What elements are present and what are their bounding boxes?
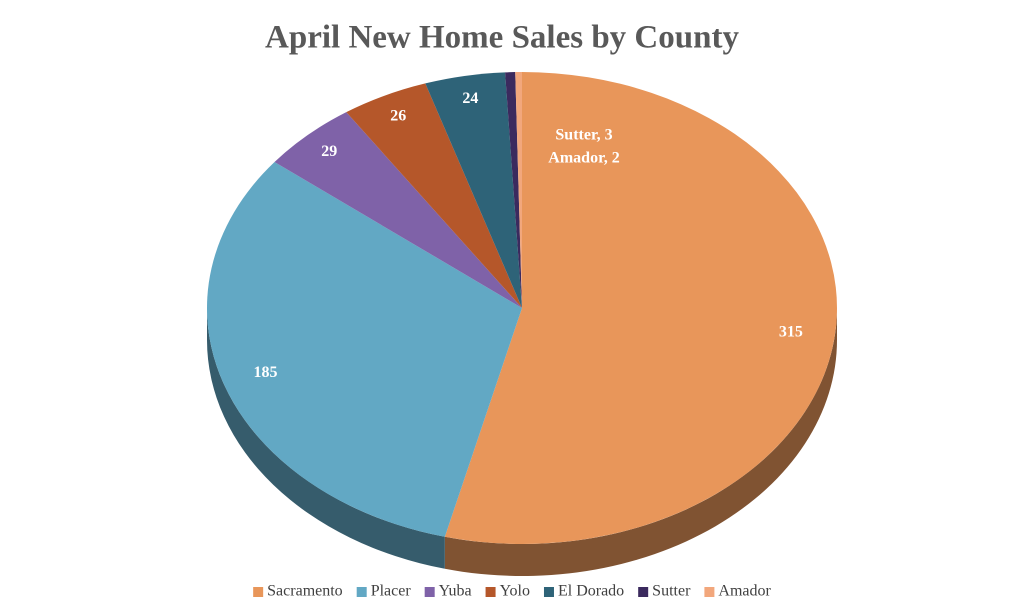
value-label: 315	[779, 324, 803, 341]
legend-label: El Dorado	[558, 583, 624, 600]
value-label: 185	[254, 364, 278, 381]
legend-swatch	[356, 587, 367, 597]
slice	[444, 72, 837, 544]
slice-side	[207, 308, 445, 569]
legend-label: Yuba	[439, 583, 472, 600]
value-label: 26	[390, 108, 406, 125]
legend-swatch	[424, 587, 435, 597]
value-label: Amador, 2	[548, 149, 619, 166]
legend-swatch	[704, 587, 715, 597]
legend-label: Sacramento	[267, 583, 343, 600]
slice-side	[444, 308, 837, 576]
chart-title: April New Home Sales by County	[265, 20, 739, 56]
slice	[515, 72, 522, 308]
value-label: 29	[321, 143, 337, 160]
legend-label: Yolo	[500, 583, 530, 600]
slice	[425, 72, 522, 308]
legend-label: Amador	[718, 583, 771, 600]
value-label: 24	[462, 90, 478, 107]
slice	[346, 83, 522, 308]
value-label: Sutter, 3	[555, 126, 612, 143]
legend-label: Placer	[371, 583, 412, 600]
legend-swatch	[638, 587, 649, 597]
slice	[505, 72, 522, 309]
legend-swatch	[485, 587, 496, 597]
slice	[274, 112, 522, 308]
legend-swatch	[253, 587, 264, 597]
legend-label: Sutter	[652, 583, 691, 600]
legend-swatch	[543, 587, 554, 597]
slice	[206, 161, 523, 537]
